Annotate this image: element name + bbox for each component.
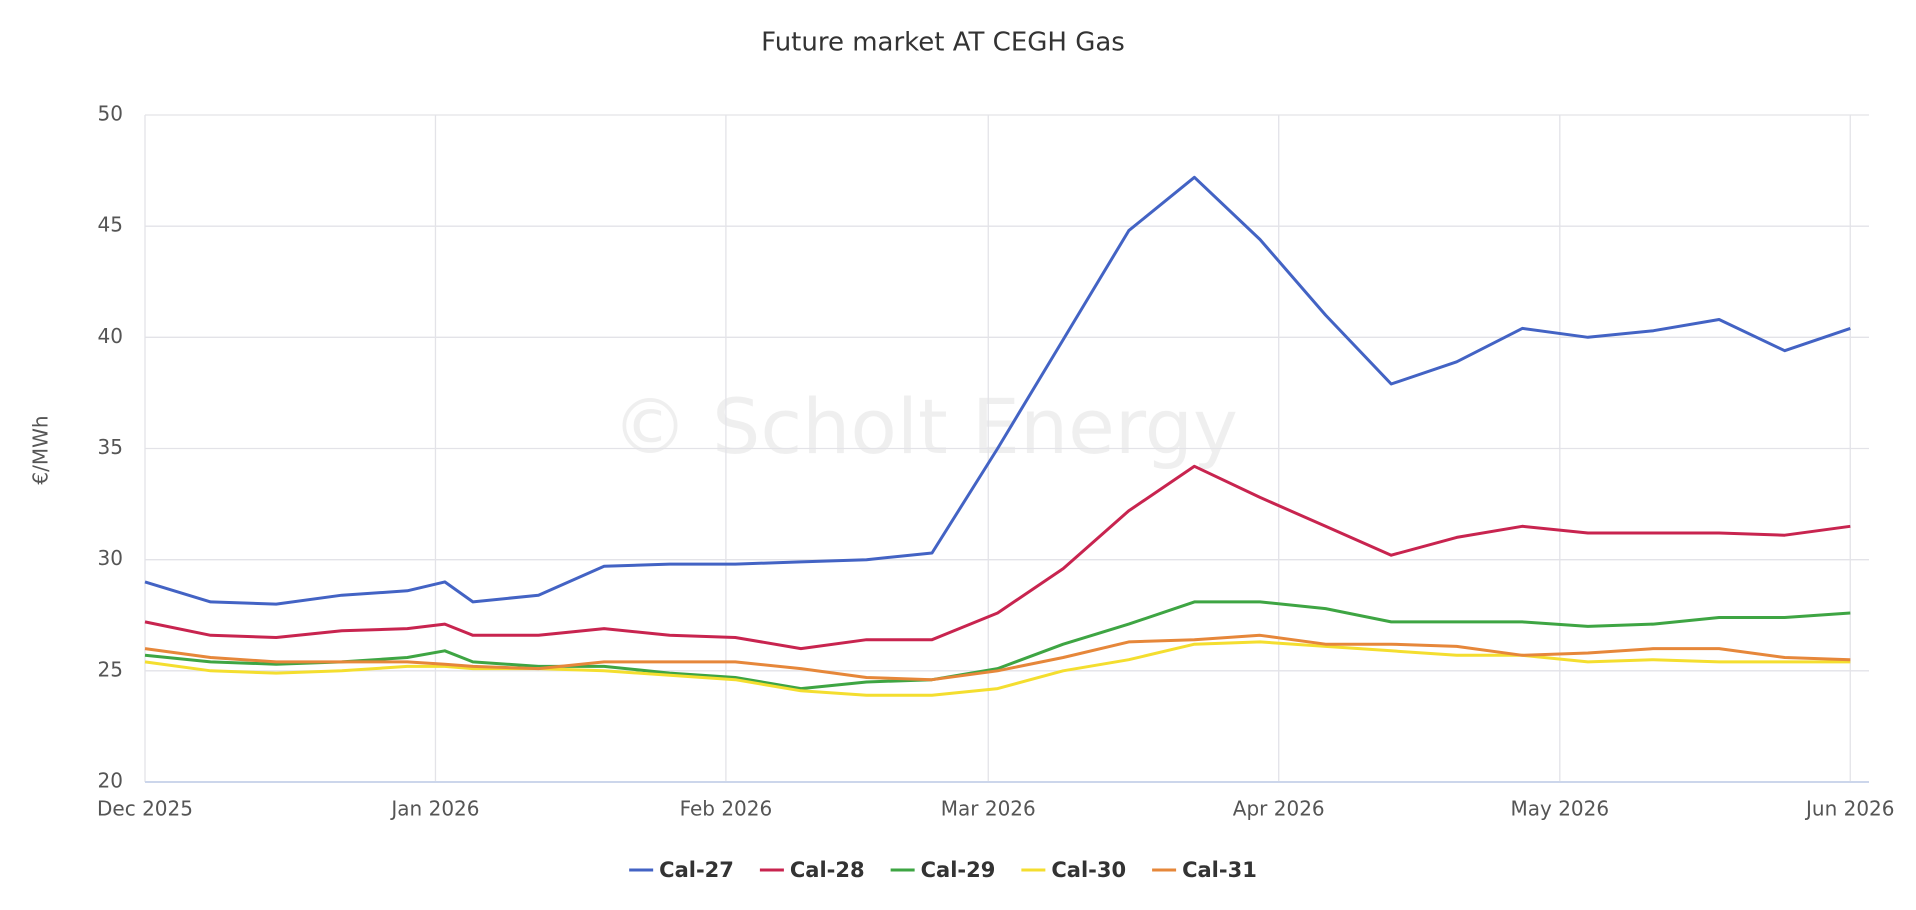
- legend-label: Cal-29: [921, 858, 996, 882]
- x-tick-label: Apr 2026: [1233, 797, 1325, 821]
- y-axis-label: €/MWh: [29, 415, 53, 484]
- y-tick-label: 50: [98, 102, 123, 126]
- legend-label: Cal-28: [790, 858, 865, 882]
- series-line: [144, 633, 1851, 682]
- y-tick-label: 45: [98, 213, 123, 237]
- legend-label: Cal-30: [1051, 858, 1126, 882]
- legend-label: Cal-27: [659, 858, 734, 882]
- x-tick-label: Dec 2025: [97, 797, 193, 821]
- watermark: © Scholt Energy: [612, 382, 1238, 471]
- y-tick-label: 40: [98, 324, 123, 348]
- y-tick-label: 20: [98, 769, 123, 793]
- x-tick-label: May 2026: [1510, 797, 1609, 821]
- legend-label: Cal-31: [1182, 858, 1257, 882]
- series-line: [144, 464, 1851, 651]
- x-tick-label: Feb 2026: [680, 797, 773, 821]
- series-line: [144, 600, 1851, 691]
- x-tick-label: Mar 2026: [941, 797, 1036, 821]
- y-tick-label: 25: [98, 657, 123, 681]
- x-tick-label: Jun 2026: [1804, 797, 1895, 821]
- series-line: [144, 640, 1851, 697]
- chart-title: Future market AT CEGH Gas: [761, 28, 1125, 58]
- x-tick-label: Jan 2026: [389, 797, 479, 821]
- legend: Cal-27 Cal-28 Cal-29 Cal-30 Cal-31: [629, 858, 1257, 882]
- y-tick-label: 30: [98, 546, 123, 570]
- series-line: [144, 175, 1851, 606]
- y-tick-label: 35: [98, 435, 123, 459]
